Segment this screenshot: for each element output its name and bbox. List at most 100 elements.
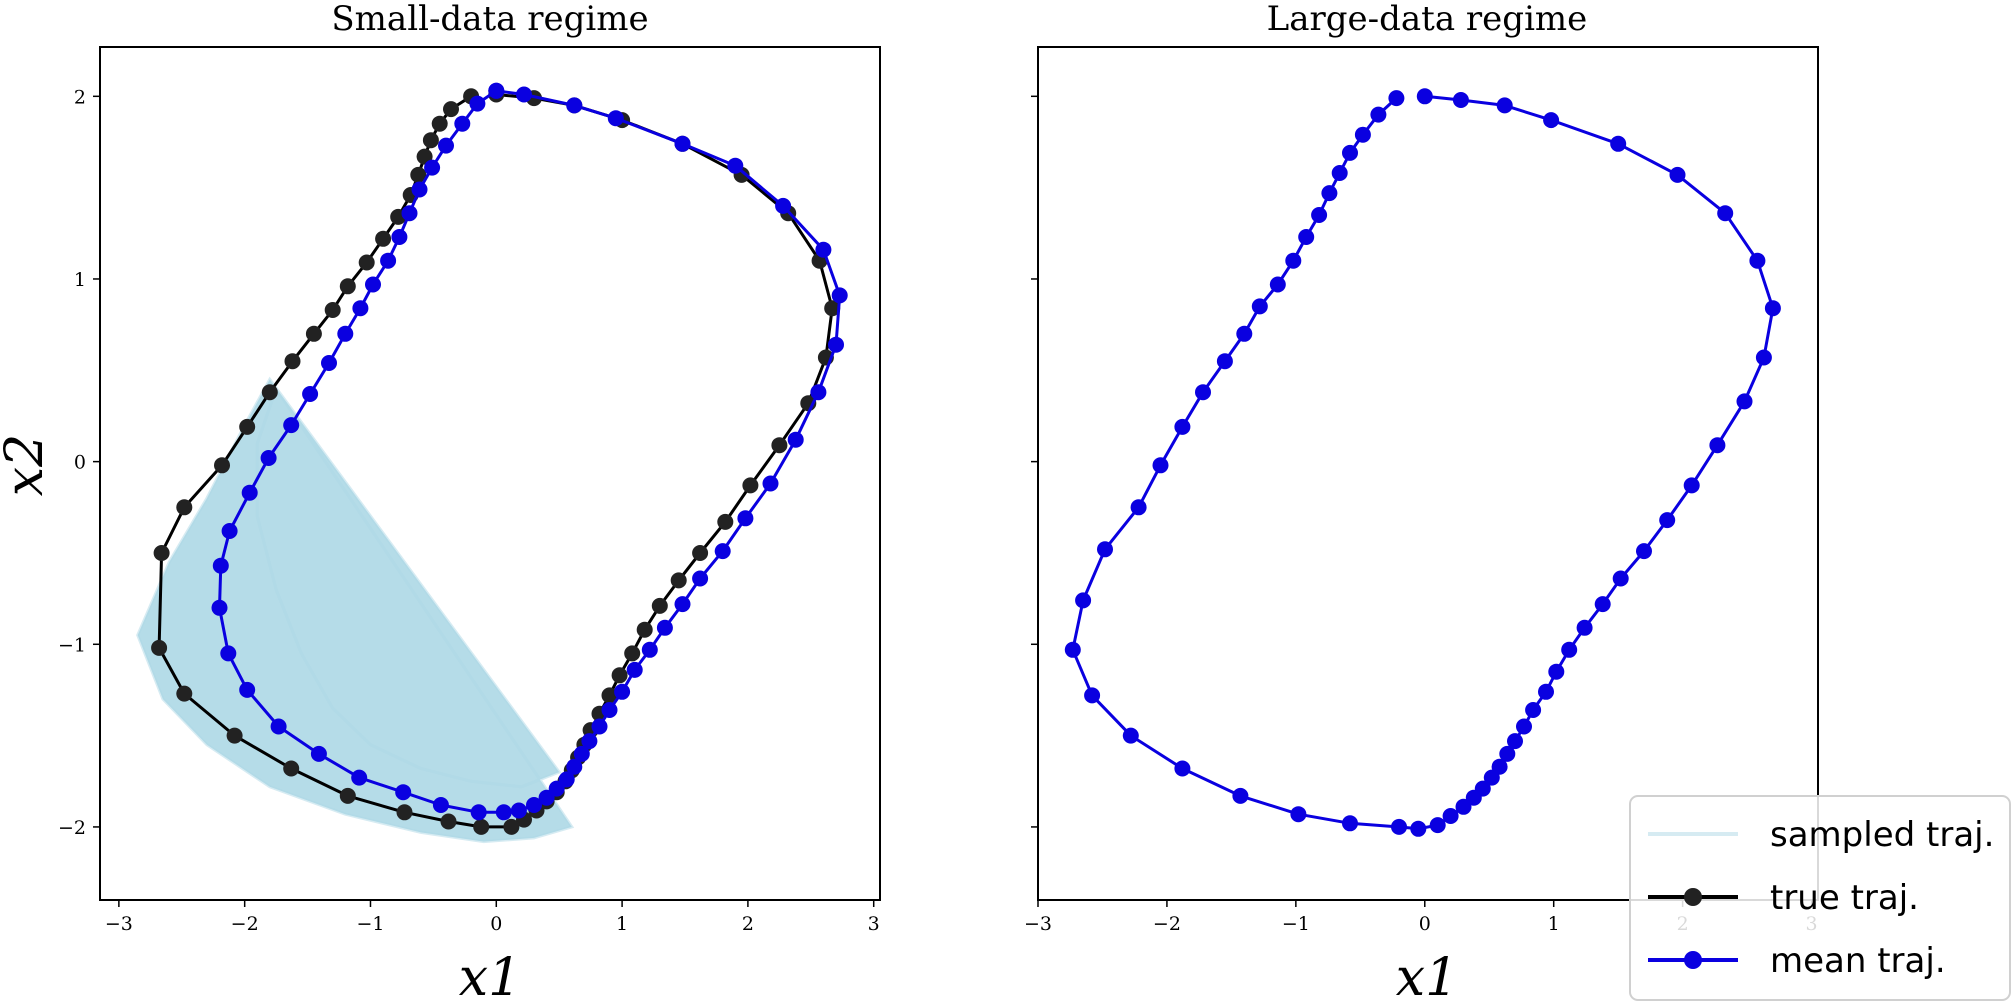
mean-traj-point — [656, 619, 673, 636]
true-traj-point — [431, 115, 448, 132]
mean-traj-point — [352, 300, 369, 317]
true-traj-point — [375, 230, 392, 247]
mean-traj-point — [1269, 276, 1286, 293]
true-traj-point — [651, 597, 668, 614]
mean-traj-line — [1071, 94, 1775, 831]
mean-traj-point — [566, 758, 583, 775]
mean-traj-point — [538, 789, 555, 806]
mean-traj-point — [641, 641, 658, 658]
mean-traj-point — [380, 252, 397, 269]
legend-label-true: true traj. — [1770, 878, 1919, 918]
mean-traj-point — [1561, 641, 1578, 658]
mean-traj-point — [1499, 745, 1516, 762]
mean-traj-point — [1429, 817, 1446, 834]
true-traj-point — [440, 813, 457, 830]
true-traj-point — [339, 278, 356, 295]
mean-traj-point — [424, 159, 441, 176]
y-tick-label: −1 — [58, 634, 86, 656]
x-tick-label: −1 — [356, 913, 384, 935]
mean-traj-point — [526, 797, 542, 813]
x-tick-label: 1 — [1548, 913, 1560, 935]
mean-traj-point — [810, 384, 827, 401]
mean-traj-point — [674, 596, 691, 613]
true-traj-point — [624, 645, 641, 662]
mean-traj-point — [1465, 789, 1482, 806]
y-tick-label: −2 — [58, 817, 86, 839]
mean-traj-point — [1152, 457, 1169, 474]
mean-traj-point — [1507, 733, 1523, 750]
mean-traj-point — [395, 784, 412, 801]
true-traj-point — [611, 667, 628, 684]
mean-traj-point — [1370, 106, 1387, 123]
mean-traj-point — [432, 797, 449, 813]
mean-traj-point — [310, 745, 327, 762]
mean-traj-point — [1174, 418, 1191, 435]
mean-traj-point — [241, 484, 258, 501]
x-tick-label: 0 — [490, 913, 502, 935]
mean-traj-point — [1594, 596, 1611, 613]
true-traj-point — [503, 818, 520, 835]
true-traj-point — [396, 804, 413, 821]
x-tick-label: 3 — [868, 913, 880, 935]
mean-traj-point — [1736, 393, 1753, 410]
true-traj-point — [742, 477, 759, 494]
true-traj-point — [422, 132, 439, 149]
mean-traj-point — [714, 543, 731, 560]
legend-box — [1629, 795, 2011, 1001]
mean-traj-point — [1236, 325, 1253, 342]
mean-traj-point — [470, 804, 487, 821]
mean-traj-point — [495, 804, 512, 821]
mean-traj-point — [607, 110, 624, 127]
plot-frame — [99, 46, 881, 901]
true-traj-point — [358, 254, 375, 271]
mean-traj-point — [1452, 92, 1469, 108]
x-tick-label: 0 — [1419, 913, 1431, 935]
mean-traj-point — [1455, 798, 1472, 815]
mean-traj-point — [1354, 126, 1371, 143]
legend-marker-true — [1684, 888, 1702, 906]
x-tick-label: −3 — [105, 913, 133, 935]
mean-traj-point — [283, 417, 300, 434]
mean-traj-point — [1251, 298, 1268, 315]
x-tick-label: 2 — [742, 913, 754, 935]
panel-small-data: Small-data regime x1 x2 −3 −2 −1 0 1 2 3 −2 −1 0 1… — [0, 0, 881, 1004]
mean-traj-point — [270, 718, 287, 735]
mean-traj-point — [1410, 820, 1427, 837]
mean-traj-point — [411, 181, 428, 198]
y-axis-label: x2 — [0, 434, 55, 496]
mean-traj-point — [220, 645, 237, 662]
legend-label-sampled: sampled traj. — [1770, 815, 1994, 855]
mean-traj-point — [1331, 165, 1348, 181]
mean-traj-point — [510, 802, 527, 819]
mean-traj-point — [1669, 166, 1686, 183]
mean-traj-point — [1610, 135, 1627, 152]
true-traj-point — [261, 384, 278, 401]
y-tick-label: 2 — [74, 86, 86, 108]
mean-traj-point — [573, 745, 590, 762]
mean-traj-point — [566, 97, 583, 114]
panel-title: Large-data regime — [1267, 0, 1588, 39]
true-traj-point — [324, 302, 341, 318]
x-tick-label: −3 — [1024, 913, 1052, 935]
mean-traj-point — [581, 733, 598, 750]
true-traj-point — [339, 787, 356, 804]
x-tick-label: −1 — [1282, 913, 1310, 935]
mean-traj-point — [212, 557, 229, 574]
mean-traj-point — [211, 599, 228, 616]
mean-traj-point — [1342, 144, 1358, 161]
mean-traj-point — [1749, 252, 1766, 269]
mean-traj-point — [365, 276, 381, 293]
mean-traj-point — [737, 510, 754, 527]
mean-traj-point — [1483, 769, 1500, 786]
mean-traj-point — [775, 197, 792, 214]
true-traj-point — [239, 418, 256, 435]
mean-traj-point — [1636, 543, 1652, 560]
mean-traj-point — [1764, 300, 1781, 317]
mean-traj-point — [1075, 592, 1092, 609]
mean-traj-point — [762, 475, 779, 492]
mean-traj-point — [591, 718, 608, 735]
true-traj-point — [824, 300, 841, 317]
mean-traj-point — [1097, 541, 1113, 558]
